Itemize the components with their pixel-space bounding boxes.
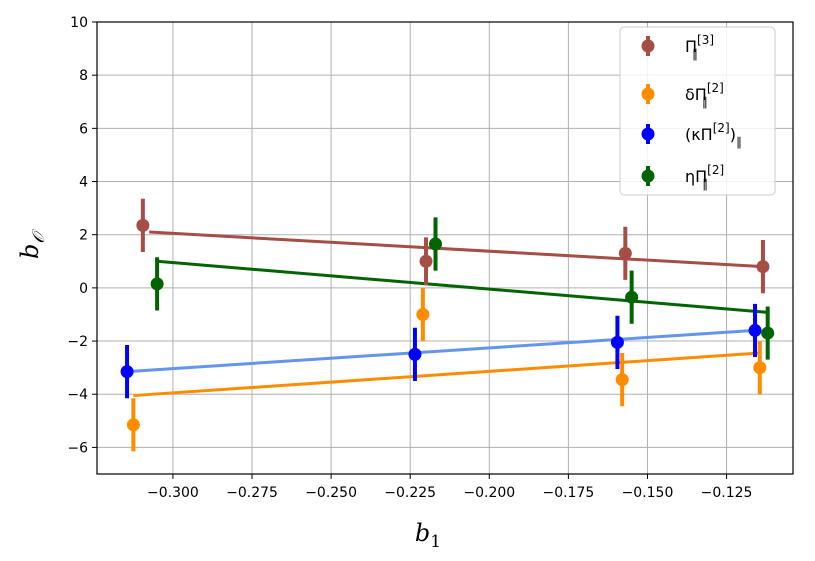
point-marker bbox=[761, 326, 775, 340]
point-marker bbox=[120, 365, 134, 379]
data-point-series-2 bbox=[753, 341, 767, 395]
data-point-series-3 bbox=[408, 327, 422, 381]
data-point-series-1 bbox=[419, 237, 433, 286]
legend-marker bbox=[641, 39, 655, 53]
point-marker bbox=[753, 361, 767, 375]
x-axis-ticks: −0.300 −0.275 −0.250 −0.225 −0.200 −0.175 −0.1… bbox=[147, 474, 752, 501]
point-marker bbox=[610, 335, 624, 349]
x-tick-label: −0.150 bbox=[622, 485, 674, 501]
y-tick-label: 4 bbox=[79, 175, 88, 191]
data-point-series-3 bbox=[748, 303, 762, 358]
legend-frame bbox=[619, 26, 776, 196]
legend-label: (κΠ[2])∥ bbox=[685, 121, 742, 149]
x-tick-label: −0.200 bbox=[463, 485, 515, 501]
point-marker bbox=[126, 418, 140, 432]
x-tick-label: −0.250 bbox=[305, 485, 357, 501]
x-tick-label: −0.175 bbox=[542, 485, 594, 501]
point-marker bbox=[416, 307, 430, 321]
data-point-series-3 bbox=[120, 345, 134, 399]
fit-line-series-1 bbox=[149, 230, 764, 269]
legend-marker bbox=[641, 127, 655, 141]
fit-line-series-2 bbox=[133, 351, 760, 398]
y-tick-label: −6 bbox=[67, 440, 88, 456]
point-marker bbox=[748, 323, 762, 337]
plot-frame bbox=[96, 21, 794, 475]
legend-label: Π[3] ∥ bbox=[685, 33, 714, 61]
legend-label: δΠ[2] ∥ bbox=[685, 81, 724, 109]
y-tick-label: 10 bbox=[70, 15, 88, 31]
fit-lines bbox=[126, 230, 768, 398]
point-marker bbox=[756, 260, 770, 274]
data-points bbox=[120, 198, 775, 452]
point-marker bbox=[615, 373, 629, 387]
y-tick-label: −2 bbox=[67, 334, 88, 350]
data-point-series-3 bbox=[610, 315, 624, 369]
legend-marker bbox=[641, 87, 655, 101]
legend-entry: (κΠ[2])∥ bbox=[641, 121, 742, 149]
data-point-series-1 bbox=[756, 240, 770, 294]
data-point-series-2 bbox=[416, 287, 430, 342]
x-axis-label: b1 bbox=[415, 519, 441, 552]
data-point-series-2 bbox=[126, 398, 140, 452]
legend-entry: ηΠ[2] ∥ bbox=[641, 163, 724, 191]
legend-entry: δΠ[2] ∥ bbox=[641, 81, 724, 109]
y-tick-label: 2 bbox=[79, 228, 88, 244]
legend: Π[3] ∥ δΠ[2] ∥ (κΠ[2])∥ ηΠ[2] ∥ bbox=[619, 26, 776, 196]
fit-line-series-4 bbox=[156, 259, 768, 314]
y-axis-ticks: −6 −4 −2 0 2 4 6 8 10 bbox=[67, 15, 97, 456]
data-point-series-2 bbox=[615, 353, 629, 407]
x-tick-label: −0.125 bbox=[701, 485, 753, 501]
data-point-series-4 bbox=[429, 217, 443, 271]
point-marker bbox=[150, 277, 164, 291]
y-axis-label: b𝒪 bbox=[16, 229, 49, 259]
y-tick-label: 6 bbox=[79, 121, 88, 137]
x-tick-label: −0.225 bbox=[384, 485, 436, 501]
y-tick-label: 0 bbox=[79, 281, 88, 297]
point-marker bbox=[429, 237, 443, 251]
data-point-series-4 bbox=[761, 306, 775, 360]
point-marker bbox=[419, 254, 433, 268]
point-marker bbox=[136, 218, 150, 232]
y-tick-label: 8 bbox=[79, 68, 88, 84]
legend-label: ηΠ[2] ∥ bbox=[685, 163, 724, 191]
legend-marker bbox=[641, 169, 655, 183]
fit-line-series-3 bbox=[126, 328, 756, 374]
point-marker bbox=[408, 347, 422, 361]
data-point-series-1 bbox=[618, 226, 632, 280]
y-tick-label: −4 bbox=[67, 387, 88, 403]
point-marker bbox=[618, 246, 632, 260]
point-marker bbox=[625, 290, 639, 304]
data-point-series-1 bbox=[136, 198, 150, 252]
data-point-series-4 bbox=[150, 257, 164, 311]
x-tick-label: −0.275 bbox=[226, 485, 278, 501]
legend-entry: Π[3] ∥ bbox=[641, 33, 714, 61]
x-tick-label: −0.300 bbox=[147, 485, 199, 501]
data-point-series-4 bbox=[625, 270, 639, 324]
